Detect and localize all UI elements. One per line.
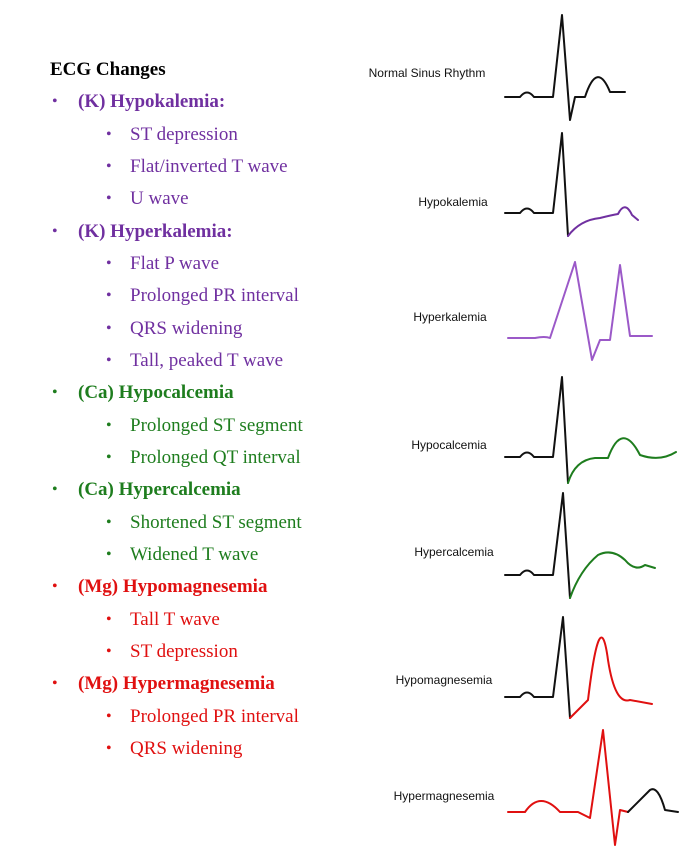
trace-label: Hypokalemia <box>418 195 488 209</box>
bullet: • <box>106 125 112 143</box>
item: ST depression <box>130 123 238 145</box>
trace-label: Hypermagnesemia <box>394 789 495 803</box>
item: Prolonged PR interval <box>130 285 299 307</box>
item: Flat P wave <box>130 252 220 274</box>
bullet: • <box>52 578 58 596</box>
waveform <box>504 616 571 719</box>
item: U wave <box>130 188 189 210</box>
item: ST depression <box>130 640 238 662</box>
item: Shortened ST segment <box>130 511 302 533</box>
waveform <box>504 14 626 121</box>
bullet: • <box>106 448 112 466</box>
section-heading: (Ca) Hypocalcemia <box>78 382 234 404</box>
section-heading: (K) Hypokalemia: <box>78 91 226 113</box>
trace-label: Normal Sinus Rhythm <box>369 66 486 80</box>
bullet: • <box>52 222 58 240</box>
trace: Hypercalcemia <box>414 492 656 599</box>
section-heading: (Mg) Hypomagnesemia <box>78 576 268 598</box>
trace: Hyperkalemia <box>413 261 653 361</box>
trace-label: Hypocalcemia <box>411 438 487 452</box>
bullet: • <box>106 157 112 175</box>
trace: Hypermagnesemia <box>394 729 679 846</box>
waveform <box>569 636 653 719</box>
trace: Hypocalcemia <box>411 376 677 484</box>
bullet: • <box>52 384 58 402</box>
item: Prolonged ST segment <box>130 414 303 436</box>
section-heading: (Ca) Hypercalcemia <box>78 479 241 501</box>
section-heading: (Mg) Hypermagnesemia <box>78 673 275 695</box>
waveform <box>504 132 569 237</box>
bullet: • <box>106 351 112 369</box>
bullet: • <box>106 545 112 563</box>
bullet: • <box>52 675 58 693</box>
waveform <box>504 492 571 599</box>
bullet: • <box>52 93 58 111</box>
trace-label: Hypercalcemia <box>414 545 494 559</box>
bullet: • <box>106 707 112 725</box>
bullet: • <box>106 739 112 757</box>
waveform <box>567 437 677 484</box>
bullet: • <box>106 254 112 272</box>
item: QRS widening <box>130 737 243 759</box>
waveform <box>567 206 639 237</box>
trace: Hypomagnesemia <box>396 616 653 719</box>
trace: Normal Sinus Rhythm <box>369 14 626 121</box>
item: Widened T wave <box>130 543 259 565</box>
bullet: • <box>106 610 112 628</box>
item: Tall T wave <box>130 608 220 630</box>
title: ECG Changes <box>50 59 166 80</box>
item: Prolonged QT interval <box>130 446 301 468</box>
section-heading: (K) Hyperkalemia: <box>78 220 233 242</box>
bullet: • <box>106 287 112 305</box>
item: Flat/inverted T wave <box>130 155 288 177</box>
waveform <box>507 261 653 361</box>
bullet: • <box>106 642 112 660</box>
bullet: • <box>52 481 58 499</box>
trace: Hypokalemia <box>418 132 639 237</box>
bullet: • <box>106 190 112 208</box>
bullet: • <box>106 319 112 337</box>
waveform <box>504 376 569 484</box>
bullet: • <box>106 513 112 531</box>
bullet: • <box>106 416 112 434</box>
waveform <box>627 788 679 813</box>
waveform <box>569 551 656 599</box>
item: QRS widening <box>130 317 243 339</box>
waveform <box>507 729 629 846</box>
item: Tall, peaked T wave <box>130 349 284 371</box>
item: Prolonged PR interval <box>130 705 299 727</box>
trace-label: Hypomagnesemia <box>396 673 493 687</box>
ecg-list: ECG Changes • (K) Hypokalemia: • ST depress… <box>50 59 303 759</box>
trace-label: Hyperkalemia <box>413 310 487 324</box>
